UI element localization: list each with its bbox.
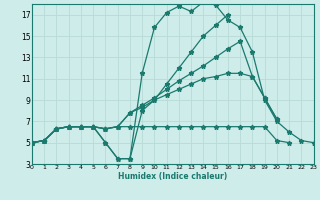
X-axis label: Humidex (Indice chaleur): Humidex (Indice chaleur) [118,172,228,181]
